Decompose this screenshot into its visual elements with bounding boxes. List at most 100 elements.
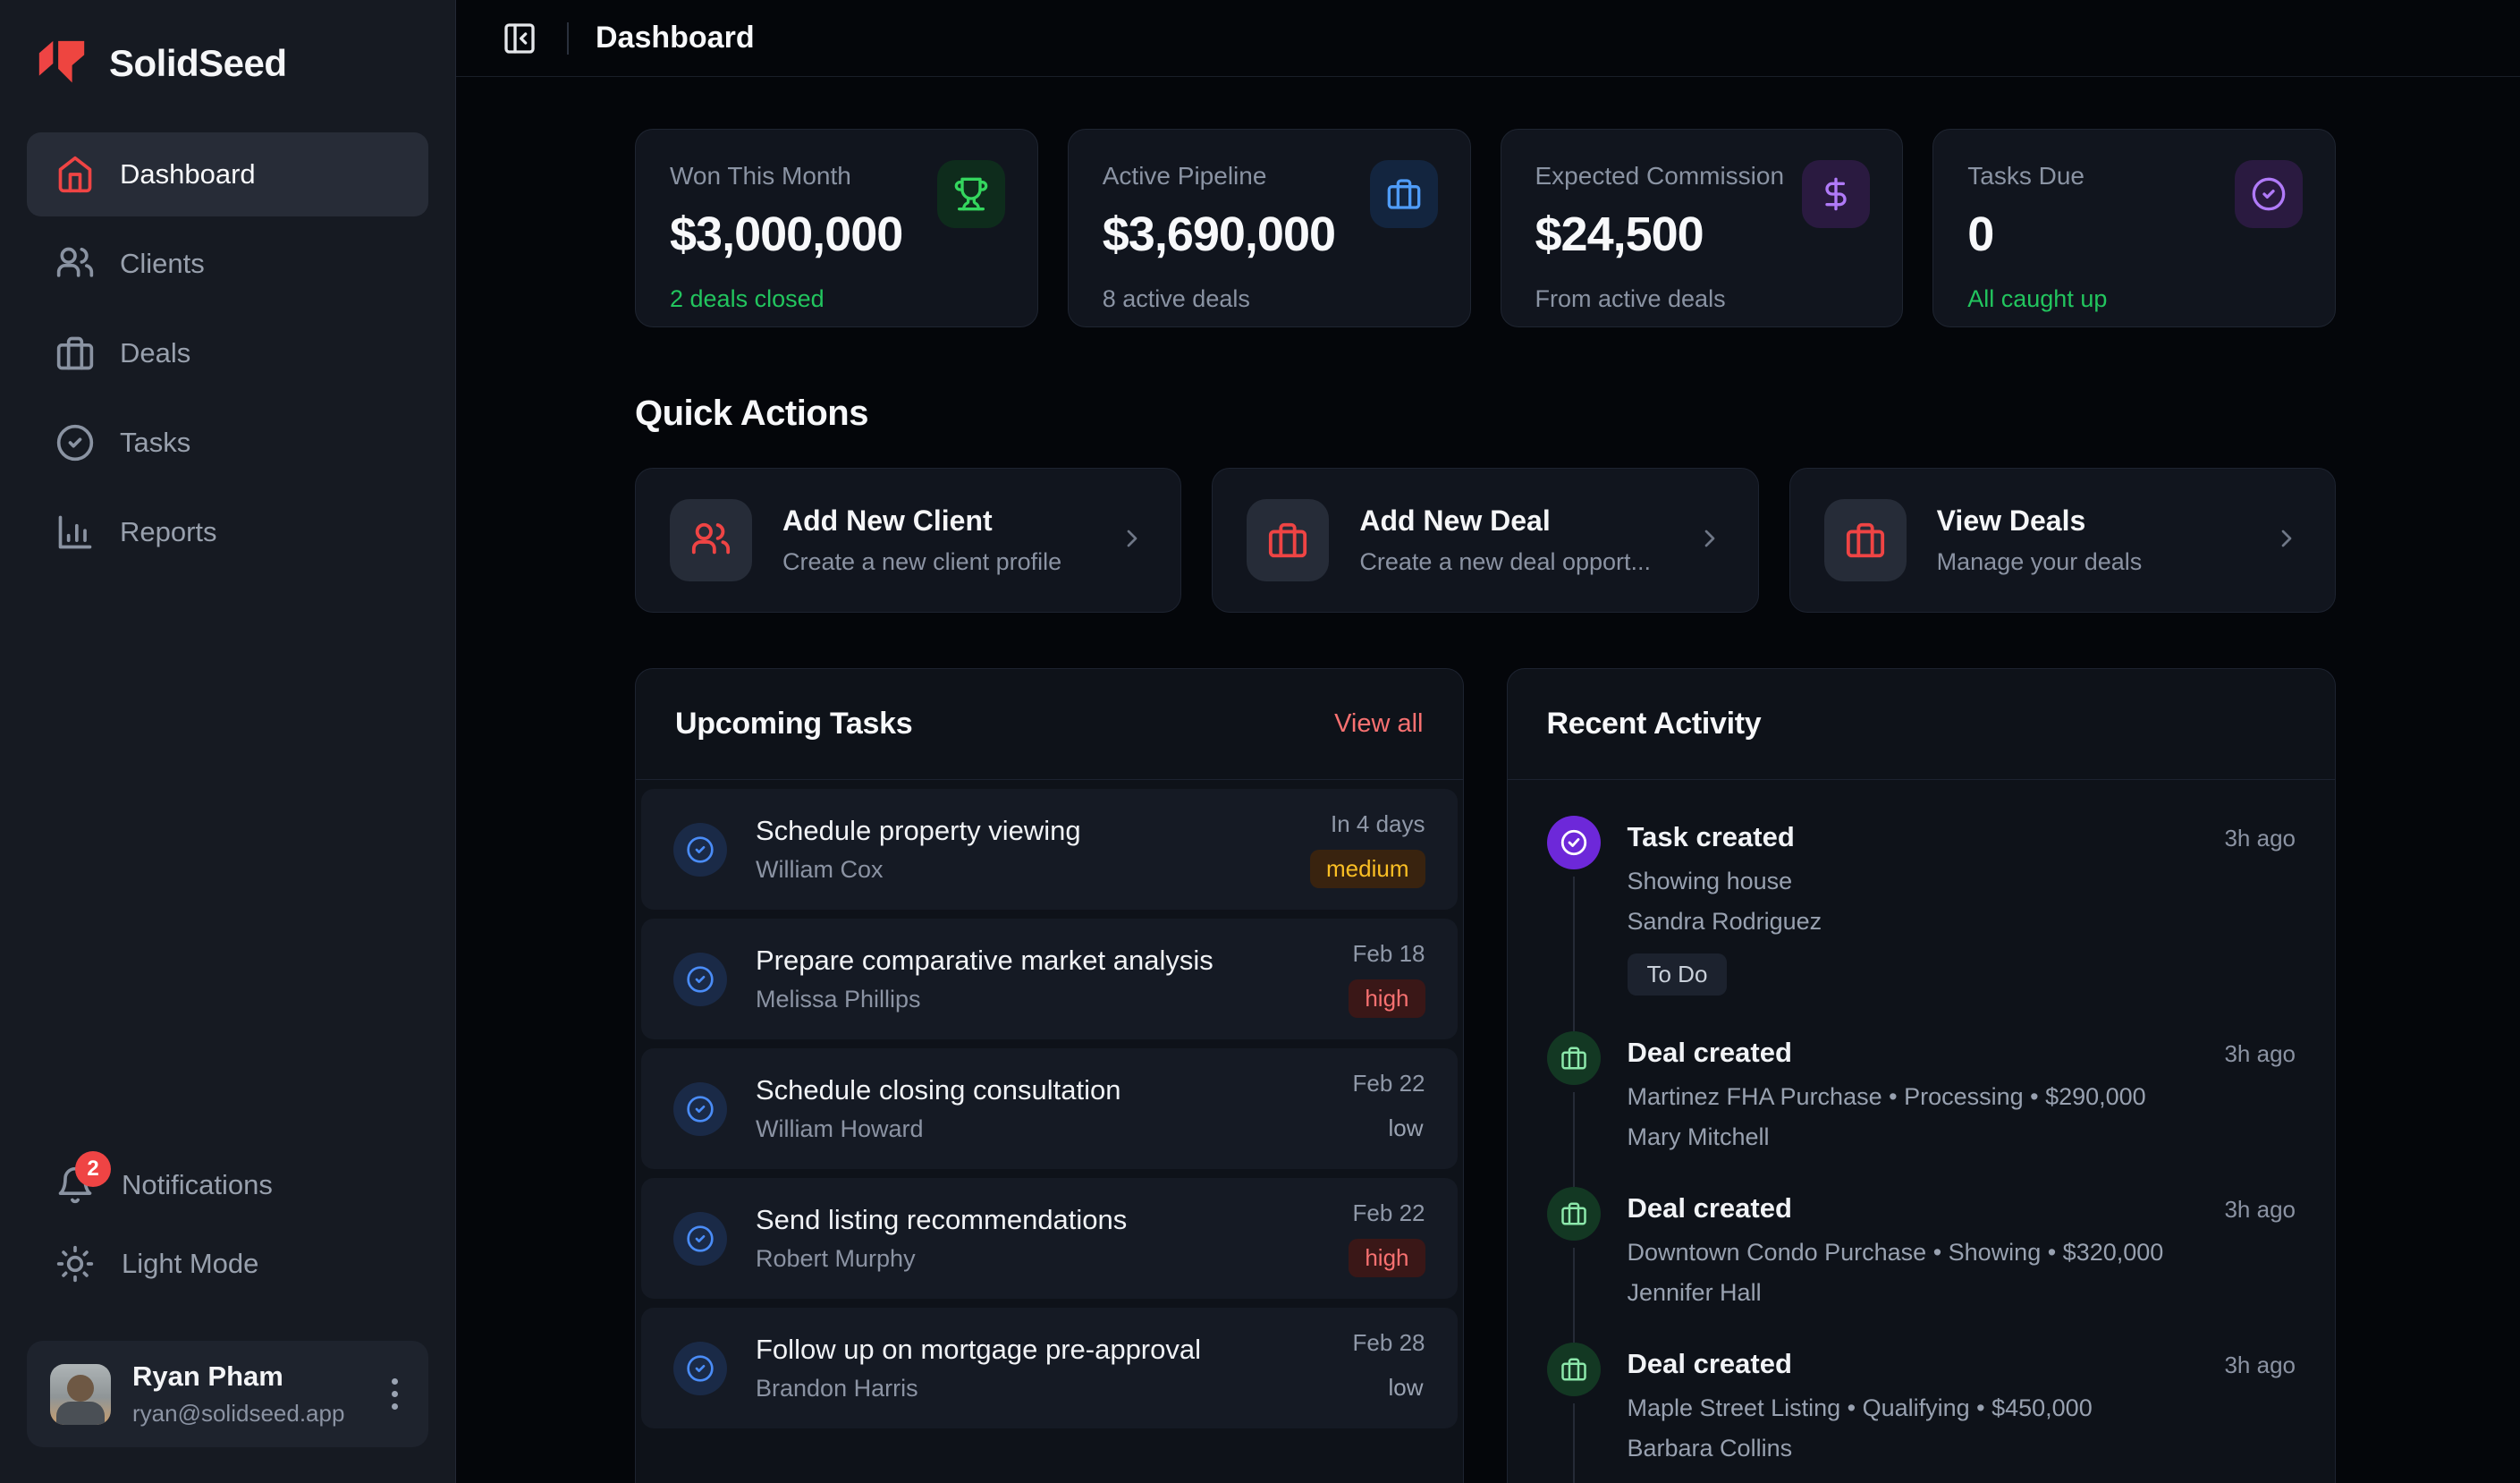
view-all-link[interactable]: View all: [1334, 709, 1424, 738]
stat-value: $3,690,000: [1102, 208, 1336, 261]
briefcase-icon: [56, 336, 94, 370]
stat-label: Expected Commission: [1535, 162, 1785, 190]
task-person: Melissa Phillips: [756, 986, 921, 1013]
task-check-circle-icon[interactable]: [673, 1341, 727, 1395]
sidebar-collapse-button[interactable]: [499, 18, 540, 59]
qa-subtitle: Create a new client profile: [782, 548, 1062, 575]
sidebar-spacer: [27, 574, 428, 1146]
activity-content: Task created 3h ago Showing house Sandra…: [1627, 816, 2296, 1031]
light-mode-toggle[interactable]: Light Mode: [27, 1225, 428, 1303]
task-row[interactable]: Schedule closing consultation William Ho…: [641, 1048, 1458, 1169]
task-list: Schedule property viewing William Cox In…: [636, 780, 1463, 1434]
stat-icon-chip: [1369, 160, 1438, 228]
stat-value: 0: [1967, 208, 1994, 261]
main-area: Dashboard Won This Month $3,000,000 2 de…: [456, 0, 2520, 1483]
sidebar-item-label: Clients: [120, 248, 205, 279]
timeline-connector: [1572, 1092, 1575, 1187]
qa-icon-chip: [670, 499, 752, 581]
sidebar-item-dashboard[interactable]: Dashboard: [27, 132, 428, 216]
sidebar-item-clients[interactable]: Clients: [27, 222, 428, 306]
activity-item: Task created 3h ago Showing house Sandra…: [1546, 816, 2296, 1031]
activity-content: Deal created 3h ago Downtown Condo Purch…: [1628, 1187, 2296, 1343]
qa-subtitle: Manage your deals: [1936, 548, 2143, 575]
stat-subtext: 8 active deals: [1102, 285, 1250, 312]
task-check-circle-icon[interactable]: [673, 952, 727, 1006]
task-row[interactable]: Send listing recommendations Robert Murp…: [641, 1178, 1458, 1299]
task-meta: Feb 22 high: [1349, 1199, 1425, 1277]
timeline-connector: [1572, 1403, 1575, 1483]
add-new-deal-button[interactable]: Add New Deal Create a new deal opport...: [1212, 468, 1759, 613]
activity-rail: [1546, 1343, 1601, 1483]
task-text: Schedule closing consultation William Ho…: [756, 1074, 1120, 1143]
activity-person: Jennifer Hall: [1627, 1279, 1762, 1306]
solidseed-mark-icon: [38, 40, 85, 83]
task-text: Schedule property viewing William Cox: [756, 815, 1081, 884]
activity-detail: Downtown Condo Purchase • Showing • $320…: [1627, 1239, 2164, 1266]
activity-item: Deal created 3h ago Downtown Condo Purch…: [1546, 1187, 2296, 1343]
task-due-date: Feb 22: [1352, 1199, 1425, 1226]
activity-time: 3h ago: [2224, 1196, 2296, 1223]
task-title: Schedule closing consultation: [756, 1074, 1121, 1106]
qa-subtitle: Create a new deal opport...: [1359, 548, 1652, 575]
task-check-circle-icon[interactable]: [673, 1081, 727, 1136]
view-deals-button[interactable]: View Deals Manage your deals: [1789, 468, 2336, 613]
user-email: ryan@solidseed.app: [132, 1400, 345, 1427]
activity-detail: Maple Street Listing • Qualifying • $450…: [1627, 1394, 2093, 1421]
chevron-right-icon: [1696, 524, 1724, 557]
briefcase-icon: [1546, 1187, 1601, 1241]
sidebar-item-reports[interactable]: Reports: [27, 490, 428, 574]
stat-icon-chip: [2235, 160, 2303, 228]
stat-card-tasks-due: Tasks Due 0 All caught up: [1932, 129, 2336, 327]
activity-person: Sandra Rodriguez: [1627, 908, 1822, 935]
task-due-date: Feb 28: [1352, 1329, 1425, 1356]
stat-card-won-this-month: Won This Month $3,000,000 2 deals closed: [635, 129, 1038, 327]
user-meta: Ryan Pham ryan@solidseed.app: [132, 1360, 344, 1428]
panel-left-collapse-icon: [504, 22, 535, 54]
qa-title: Add New Deal: [1359, 504, 1551, 537]
qa-title: Add New Client: [782, 504, 993, 537]
user-profile-card[interactable]: Ryan Pham ryan@solidseed.app: [27, 1341, 428, 1447]
activity-time: 3h ago: [2224, 1040, 2296, 1067]
priority-badge: low: [1388, 1374, 1424, 1401]
check-circle-icon: [1546, 816, 1601, 869]
activity-detail: Showing house: [1627, 868, 1793, 894]
task-check-circle-icon[interactable]: [673, 1211, 727, 1266]
kebab-menu-icon[interactable]: [385, 1371, 405, 1417]
briefcase-icon: [1387, 179, 1420, 209]
stat-label: Active Pipeline: [1102, 162, 1267, 190]
activity-item: Deal created 3h ago Martinez FHA Purchas…: [1546, 1031, 2296, 1187]
task-person: Robert Murphy: [756, 1245, 916, 1272]
sidebar: SolidSeed Dashboard Clients Deals Tasks …: [0, 0, 456, 1483]
priority-badge: high: [1349, 1239, 1425, 1277]
task-due-date: Feb 18: [1352, 940, 1425, 967]
sidebar-item-deals[interactable]: Deals: [27, 311, 428, 395]
task-check-circle-icon[interactable]: [673, 822, 727, 877]
quick-actions-heading: Quick Actions: [635, 394, 868, 433]
check-circle-icon: [56, 424, 94, 462]
sidebar-item-label: Tasks: [120, 427, 191, 458]
qa-text: View Deals Manage your deals: [1937, 504, 2143, 576]
dollar-icon: [1825, 177, 1847, 211]
sidebar-item-label: Deals: [120, 337, 191, 369]
sidebar-item-tasks[interactable]: Tasks: [27, 401, 428, 485]
task-row[interactable]: Schedule property viewing William Cox In…: [641, 789, 1458, 910]
panel-title: Upcoming Tasks: [675, 707, 913, 741]
notifications-label: Notifications: [122, 1169, 273, 1200]
sun-icon: [56, 1245, 94, 1283]
sidebar-nav: Dashboard Clients Deals Tasks Reports: [27, 132, 428, 574]
briefcase-icon: [1846, 522, 1884, 558]
stat-subtext: From active deals: [1535, 285, 1726, 312]
stat-subtext: All caught up: [1967, 285, 2108, 312]
task-due-date: In 4 days: [1330, 810, 1425, 837]
user-name: Ryan Pham: [132, 1360, 283, 1392]
activity-list: Task created 3h ago Showing house Sandra…: [1508, 780, 2336, 1483]
task-row[interactable]: Follow up on mortgage pre-approval Brand…: [641, 1308, 1458, 1428]
brand: SolidSeed: [27, 30, 428, 132]
upcoming-tasks-panel: Upcoming Tasks View all Schedule propert…: [635, 668, 1464, 1483]
task-row[interactable]: Prepare comparative market analysis Meli…: [641, 919, 1458, 1039]
notifications-button[interactable]: 2 Notifications: [27, 1146, 428, 1225]
activity-title: Deal created: [1627, 1037, 1792, 1068]
add-new-client-button[interactable]: Add New Client Create a new client profi…: [635, 468, 1182, 613]
sidebar-item-label: Reports: [120, 516, 217, 547]
